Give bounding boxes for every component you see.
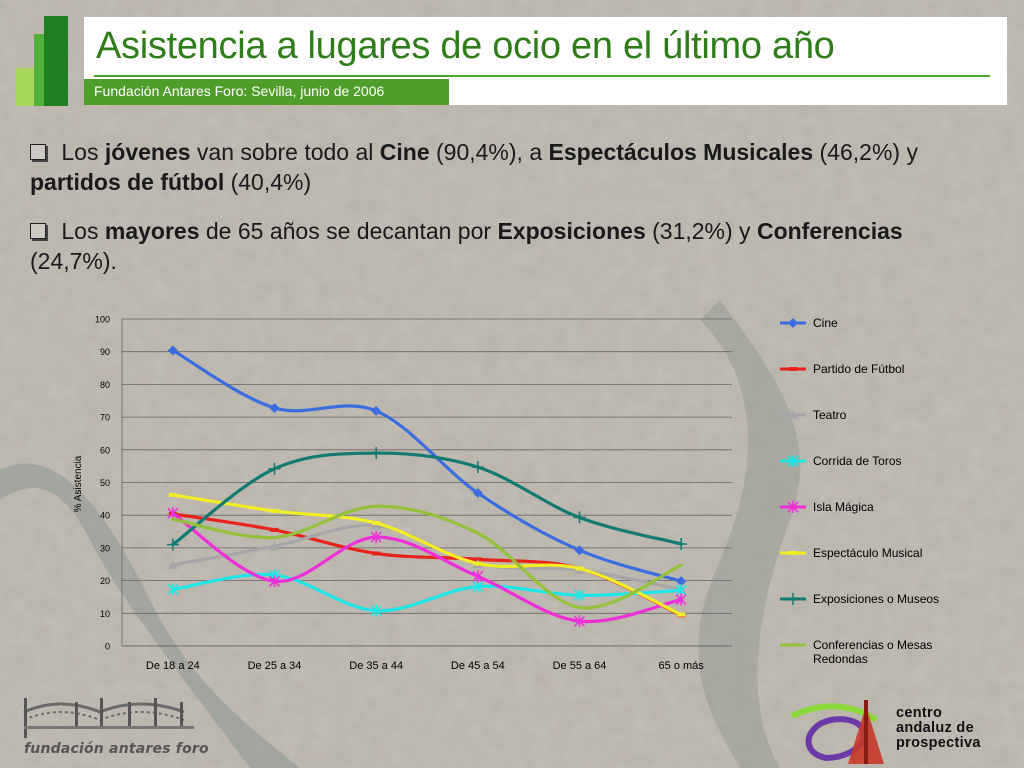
bullet-text: Los mayores de 65 años se decantan por E…	[30, 218, 903, 274]
fundacion-logo-text: fundación antares foro	[24, 741, 209, 757]
centro-line: centro	[896, 705, 943, 721]
brand-bars-logo	[16, 16, 68, 106]
bullet-young: Los jóvenes van sobre todo al Cine (90,4…	[30, 137, 990, 197]
bullet-text: Los jóvenes van sobre todo al Cine (90,4…	[30, 139, 918, 195]
text-run: Los	[61, 218, 105, 244]
text-run-bold: jóvenes	[104, 139, 191, 165]
text-run: van sobre todo al	[190, 139, 380, 165]
centro-andaluz-logo	[790, 700, 884, 764]
bridge-logo	[23, 698, 194, 738]
text-run: de 65 años se decantan por	[199, 218, 498, 244]
checkbox-bullet-icon	[30, 144, 46, 160]
page-subtitle: Fundación Antares Foro: Sevilla, junio d…	[94, 83, 385, 99]
text-run-bold: Cine	[379, 139, 430, 165]
text-run-bold: Conferencias	[756, 218, 903, 244]
text-run: (31,2%) y	[645, 218, 757, 244]
text-run: (46,2%) y	[813, 139, 918, 165]
text-run: Los	[61, 139, 105, 165]
title-panel: Asistencia a lugares de ocio en el últim…	[84, 17, 1007, 105]
centro-line: andaluz de	[896, 720, 974, 736]
text-run-bold: Exposiciones	[497, 218, 646, 244]
centro-line: prospectiva	[896, 735, 981, 751]
subtitle-band: Fundación Antares Foro: Sevilla, junio d…	[84, 79, 449, 105]
text-run: (24,7%).	[30, 248, 117, 274]
text-run-bold: Espectáculos Musicales	[548, 139, 814, 165]
text-run-bold: mayores	[104, 218, 200, 244]
text-run: (40,4%)	[224, 169, 312, 195]
text-run: (90,4%), a	[429, 139, 549, 165]
text-run-bold: partidos de fútbol	[30, 169, 225, 195]
bullet-elderly: Los mayores de 65 años se decantan por E…	[30, 216, 990, 276]
centro-logo-text: centro andaluz de prospectiva	[896, 706, 981, 751]
title-divider	[94, 75, 990, 77]
checkbox-bullet-icon	[30, 223, 46, 239]
page-title: Asistencia a lugares de ocio en el últim…	[96, 25, 835, 67]
